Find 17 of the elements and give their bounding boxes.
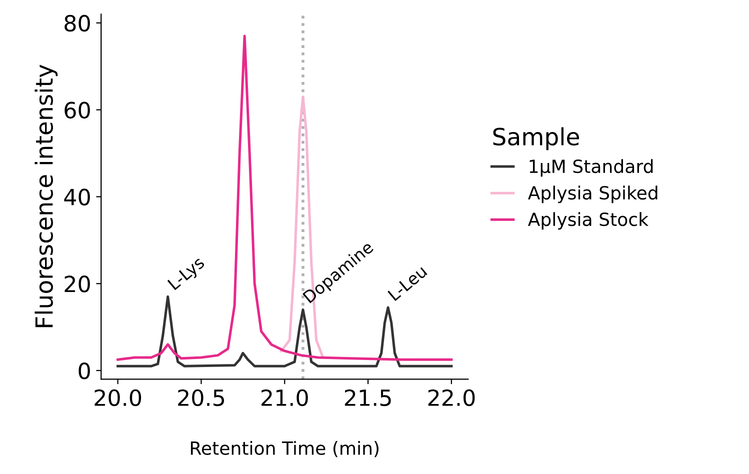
x-tick-label: 20.5 <box>178 389 224 406</box>
x-tick-label: 21.5 <box>344 389 391 406</box>
y-tick-label: 80 <box>64 14 90 32</box>
legend-label: 1µM Standard <box>530 159 653 177</box>
legend-label: Aplysia Stock <box>528 212 648 230</box>
legend-label: Aplysia Spiked <box>528 186 658 204</box>
x-tick-label: 21.0 <box>262 389 308 406</box>
x-axis-title: Retention Time (min) <box>190 440 378 458</box>
x-tick-label: 20.0 <box>94 389 142 406</box>
y-axis-title: Fluorescence intensity <box>34 64 58 328</box>
legend-title: Sample <box>493 127 579 150</box>
y-tick-label: 0 <box>78 362 90 380</box>
x-tick-label: 22.0 <box>428 389 475 406</box>
y-tick-label: 20 <box>64 276 90 292</box>
y-tick-label: 60 <box>64 102 90 119</box>
line-series <box>116 34 453 361</box>
y-tick-label: 40 <box>64 188 90 206</box>
